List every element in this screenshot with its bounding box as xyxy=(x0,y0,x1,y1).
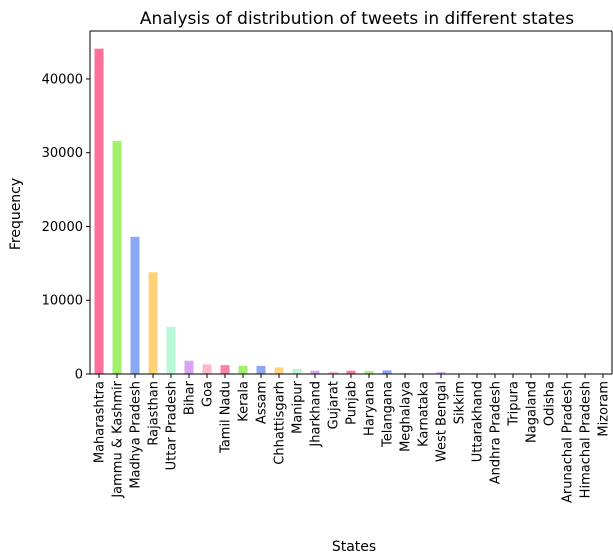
x-tick-label: Andhra Pradesh xyxy=(489,381,504,484)
x-tick-label: Uttar Pradesh xyxy=(165,381,180,470)
x-tick-label: Uttarakhand xyxy=(471,381,486,462)
y-axis-ticks: 0 10000 20000 30000 40000 xyxy=(42,72,90,382)
x-tick-label: Tripura xyxy=(507,381,522,427)
y-axis-label: Frequency xyxy=(8,178,24,250)
x-tick-label: Chhattisgarh xyxy=(273,381,288,465)
x-tick-label: Sikkim xyxy=(453,381,468,424)
x-tick-label: Madhya Pradesh xyxy=(129,381,144,489)
x-tick-label: Haryana xyxy=(363,381,378,436)
bar xyxy=(239,366,248,374)
bar xyxy=(149,272,158,374)
x-tick-label: Odisha xyxy=(543,381,558,426)
y-tick-label: 0 xyxy=(75,368,83,383)
x-tick-label: Bihar xyxy=(183,380,198,415)
x-tick-label: Punjab xyxy=(345,381,360,425)
y-tick-label: 20000 xyxy=(42,220,83,235)
x-tick-label: Karnataka xyxy=(417,381,432,447)
x-tick-label: Mizoram xyxy=(597,381,612,437)
bar xyxy=(293,369,302,374)
x-tick-label: Telangana xyxy=(381,381,396,448)
x-tick-label: Jharkhand xyxy=(309,381,324,448)
bar xyxy=(113,141,122,374)
chart-title: Analysis of distribution of tweets in di… xyxy=(140,9,574,29)
bar xyxy=(383,370,392,374)
bar xyxy=(275,367,284,374)
x-tick-label: Goa xyxy=(201,381,216,407)
x-tick-label: Meghalaya xyxy=(399,381,414,452)
x-tick-label: Manipur xyxy=(291,380,306,434)
y-tick-label: 40000 xyxy=(42,72,83,87)
x-tick-label: Assam xyxy=(255,381,270,424)
bar xyxy=(221,365,230,374)
y-tick-label: 30000 xyxy=(42,146,83,161)
x-tick-label: Maharashtra xyxy=(93,381,108,463)
x-tick-label: Tamil Nadu xyxy=(219,381,234,454)
bar xyxy=(203,364,212,374)
x-tick-label: Gujarat xyxy=(327,381,342,429)
x-tick-label: Jammu & Kashmir xyxy=(111,380,126,498)
axes-frame xyxy=(90,31,612,374)
bar xyxy=(257,366,266,374)
bars xyxy=(95,49,608,374)
x-axis-label: States xyxy=(332,539,376,555)
bar xyxy=(95,49,104,374)
x-tick-label: Nagaland xyxy=(525,381,540,443)
y-tick-label: 10000 xyxy=(42,294,83,309)
bar xyxy=(167,327,176,374)
x-tick-label: Rajasthan xyxy=(147,381,162,446)
x-tick-label: West Bengal xyxy=(435,381,450,462)
x-tick-label: Arunachal Pradesh xyxy=(561,381,576,503)
x-tick-label: Kerala xyxy=(237,381,252,422)
x-tick-label: Himachal Pradesh xyxy=(579,381,594,498)
bar xyxy=(131,237,140,374)
bar xyxy=(185,361,194,374)
